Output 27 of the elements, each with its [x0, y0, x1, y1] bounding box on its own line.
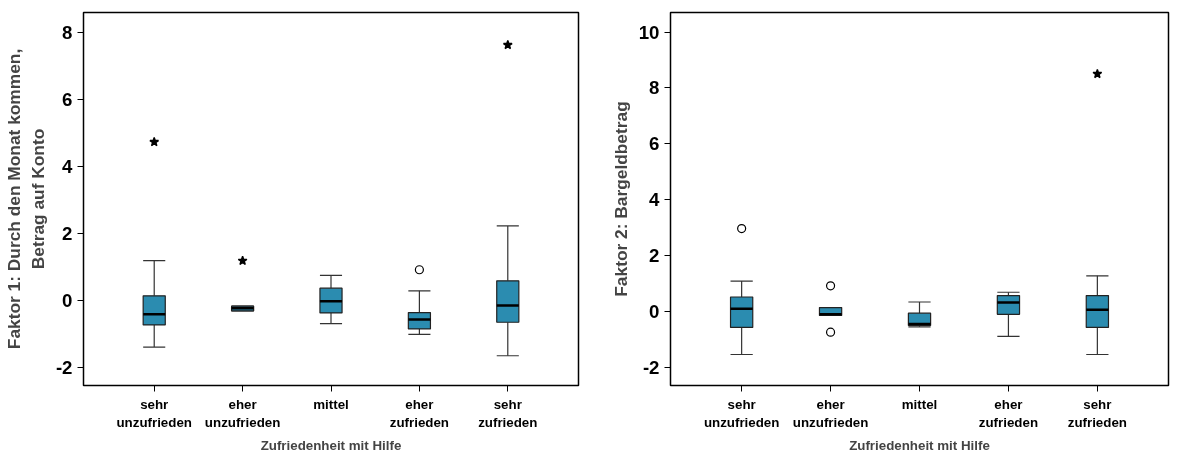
x-axis-title: Zufriedenheit mit Hilfe — [849, 437, 990, 453]
x-tick-label: eher zufrieden — [389, 396, 450, 430]
y-tick-label: 0 — [62, 289, 73, 311]
x-tick-label: sehr zufrieden — [1067, 396, 1127, 430]
y-tick-label: 10 — [638, 21, 660, 43]
x-tick-label: eher zufrieden — [978, 396, 1039, 430]
y-tick-label: 2 — [62, 222, 73, 244]
y-tick-label: 6 — [62, 88, 73, 110]
y-tick-label: 4 — [649, 189, 661, 211]
x-tick-label: eher unzufrieden — [792, 396, 869, 430]
y-tick-label: 8 — [649, 77, 660, 99]
x-axis-title: Zufriedenheit mit Hilfe — [260, 437, 402, 453]
y-tick-label: 4 — [62, 155, 74, 177]
y-tick-label: 8 — [62, 22, 73, 44]
x-tick-label: sehr unzufrieden — [116, 396, 192, 430]
y-tick-label: 2 — [649, 244, 660, 266]
x-tick-label: eher unzufrieden — [204, 396, 281, 430]
x-tick-label: sehr unzufrieden — [703, 396, 780, 430]
x-tick-label: mittel — [901, 396, 938, 412]
x-tick-label: sehr zufrieden — [478, 396, 538, 430]
y-tick-label: 6 — [649, 133, 660, 155]
y-tick-label: -2 — [642, 356, 660, 378]
x-tick-label: mittel — [313, 396, 349, 412]
y-tick-label: -2 — [55, 356, 73, 378]
y-axis-title: Faktor 2: Bargeldbetrag — [610, 101, 631, 297]
y-axis-title: Faktor 1: Durch den Monat kommen, Betrag auf Konto — [3, 48, 48, 350]
y-tick-label: 0 — [649, 300, 660, 322]
